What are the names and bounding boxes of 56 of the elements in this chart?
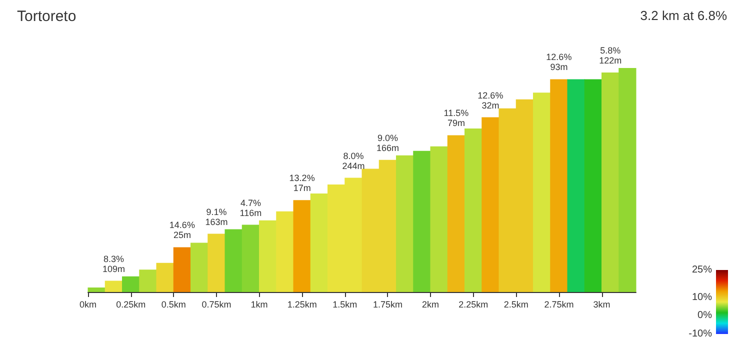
bar [259,220,277,292]
x-tick-label: 0km [79,300,97,310]
annotation: 8.0% 244m [342,150,365,171]
x-tick-label: 0.75km [202,300,232,310]
bar [190,242,208,292]
color-bar-label: 25% [692,264,712,276]
bar [224,229,242,292]
bar [122,276,140,292]
color-bar-label: 0% [698,310,712,322]
bar [139,270,157,292]
x-tick-label: 3km [593,300,610,310]
x-tick-label: 1.25km [287,300,317,310]
annotation: 11.5% 79m [444,108,469,128]
bar [156,262,174,292]
bar [584,79,602,292]
bar [413,150,431,292]
bar [208,234,226,292]
bar [242,224,260,292]
annotation: 12.6% 93m [546,52,572,72]
annotation: 4.7% 116m [240,198,262,218]
x-tick-label: 2km [422,300,440,310]
color-bar-label: -10% [688,328,712,340]
bar [88,288,106,292]
x-tick-label: 2.25km [458,300,488,310]
bar [602,72,620,292]
bar [173,247,191,292]
annotation: 12.6% 32m [478,90,504,110]
bar [567,79,585,292]
bar [550,79,568,292]
annotation: 14.6% 25m [169,220,195,240]
bar [276,211,294,292]
x-tick-label: 0.5km [161,300,186,310]
annotation: 5.8% 122m [599,45,622,66]
bar [310,193,328,292]
chart-title: Tortoreto [17,8,76,25]
bar [447,135,465,292]
annotation: 13.2% 17m [289,173,315,194]
bar [293,200,311,292]
bar [396,155,414,292]
annotation: 9.1% 163m [205,206,228,227]
bar [464,128,482,292]
annotation: 9.0% 166m [376,132,399,153]
bar [104,280,122,292]
x-tick-label: 2.5km [504,300,528,310]
x-tick-label: 1km [250,300,268,310]
color-bar-label: 10% [692,292,712,303]
annotation: 8.3% 109m [102,254,125,274]
text: 3.2 km at 6.8% [640,8,728,23]
bar [482,117,500,292]
bar [533,92,551,292]
x-tick-label: 0.25km [116,300,146,310]
bar [430,146,448,292]
x-tick-label: 1.5km [332,300,358,310]
x-tick-label: 1.75km [372,300,402,310]
bar [618,68,636,292]
x-tick-label: 2.75km [544,300,574,310]
